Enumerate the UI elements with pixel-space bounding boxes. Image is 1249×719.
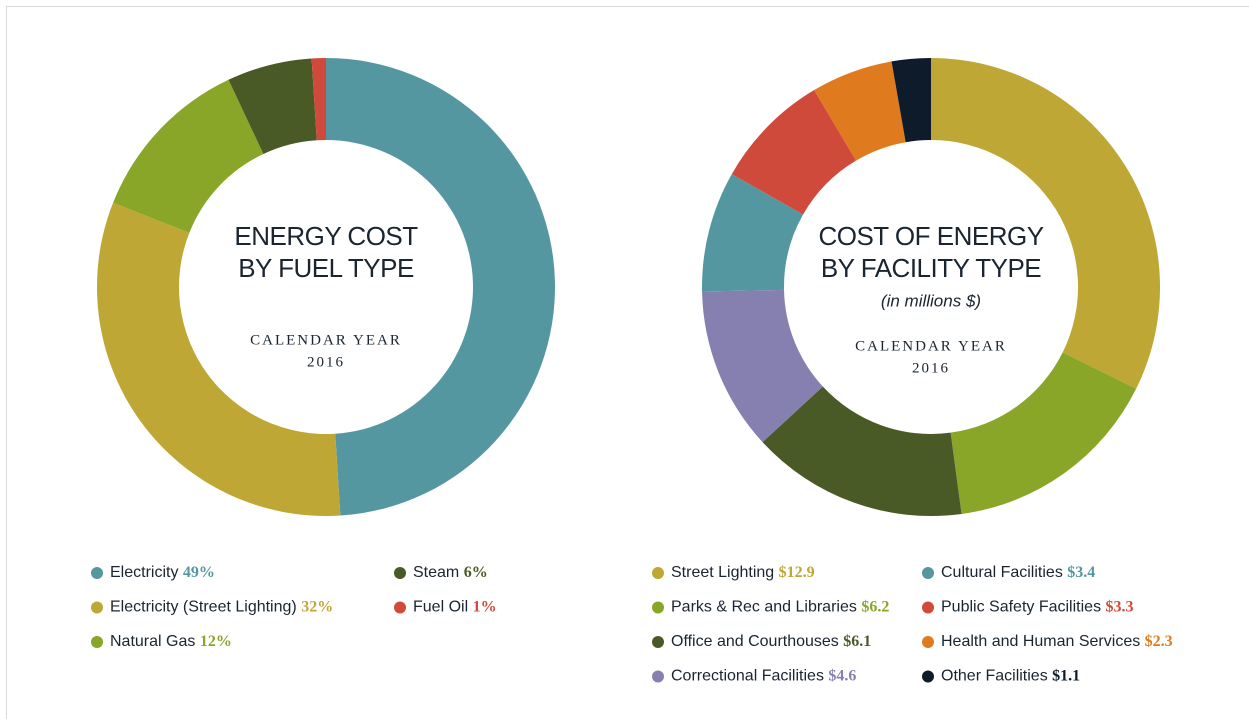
chart-subtitle: CALENDAR YEAR [250,332,402,348]
legend-entry: Electricity (Street Lighting) 32% [110,598,333,616]
slice [950,352,1137,514]
legend-label: Electricity (Street Lighting) [110,599,297,616]
legend-entry: Street Lighting $12.9 [671,564,815,582]
legend-label: Electricity [110,564,178,581]
chart-note: (in millions $) [881,291,981,310]
legend-swatch [394,567,406,579]
legend-value: $3.4 [1067,564,1095,581]
chart-subtitle: 2016 [307,354,345,370]
legend-value: 49% [183,564,215,581]
chart-title: ENERGY COST [234,221,418,251]
legend-swatch [394,601,406,614]
slice [814,61,906,161]
legend-entry: Cultural Facilities $3.4 [941,564,1095,582]
legend-swatch [922,670,934,683]
legend-swatch [652,636,664,648]
legend-value: 32% [301,598,333,615]
slice [702,289,823,443]
legend-swatch [652,601,664,614]
legend-swatch [922,601,934,614]
legend-value: $2.3 [1145,633,1173,650]
slice [97,202,341,517]
slice [931,58,1161,389]
legend-label: Office and Courthouses [671,633,839,650]
legend-label: Public Safety Facilities [941,599,1101,616]
legend-value: $4.6 [828,667,856,684]
legend-swatch [91,636,103,648]
legend-value: $12.9 [779,564,815,581]
slice [891,58,931,143]
legend-entry: Office and Courthouses $6.1 [671,633,871,651]
legend-value: 1% [473,598,497,615]
legend-swatch [922,636,934,648]
slice [701,174,804,292]
chart-subtitle: CALENDAR YEAR [855,338,1007,354]
legend-entry: Parks & Rec and Libraries $6.2 [671,598,889,616]
legend-label: Steam [413,564,459,581]
legend-entry: Correctional Facilities $4.6 [671,667,856,685]
legend-entry: Health and Human Services $2.3 [941,633,1173,651]
legend-entry: Public Safety Facilities $3.3 [941,598,1134,616]
frame [6,6,1249,719]
legend-value: 6% [464,564,488,581]
legend-swatch [652,567,664,579]
legend-entry: Other Facilities $1.1 [941,667,1080,685]
chart-title: BY FUEL TYPE [238,253,414,283]
legend-label: Natural Gas [110,633,195,650]
slice [731,90,857,215]
legend-swatch [91,567,103,579]
chart-subtitle: 2016 [912,360,950,376]
legend-entry: Electricity 49% [110,564,215,582]
legend-value: $3.3 [1106,598,1134,615]
slice [311,58,326,141]
legend-swatch [652,670,664,683]
legend-label: Parks & Rec and Libraries [671,599,857,616]
legend-entry: Steam 6% [413,564,488,582]
slice [113,79,264,233]
legend-label: Health and Human Services [941,633,1140,650]
legend-value: 12% [200,633,232,650]
legend-label: Street Lighting [671,564,774,581]
legend-swatch [91,601,103,614]
legend-label: Correctional Facilities [671,668,824,685]
legend-entry: Natural Gas 12% [110,633,232,651]
legend-label: Cultural Facilities [941,564,1063,581]
legend-value: $1.1 [1052,667,1080,684]
legend-swatch [922,567,934,579]
slice [228,58,317,154]
slice [326,58,555,516]
chart-title: BY FACILITY TYPE [821,253,1041,283]
legend-label: Fuel Oil [413,599,468,616]
legend-entry: Fuel Oil 1% [413,598,497,616]
chart-title: COST OF ENERGY [818,221,1043,251]
legend-value: $6.2 [861,598,889,615]
legend-label: Other Facilities [941,668,1048,685]
legend-value: $6.1 [843,633,871,650]
slice [762,386,962,516]
